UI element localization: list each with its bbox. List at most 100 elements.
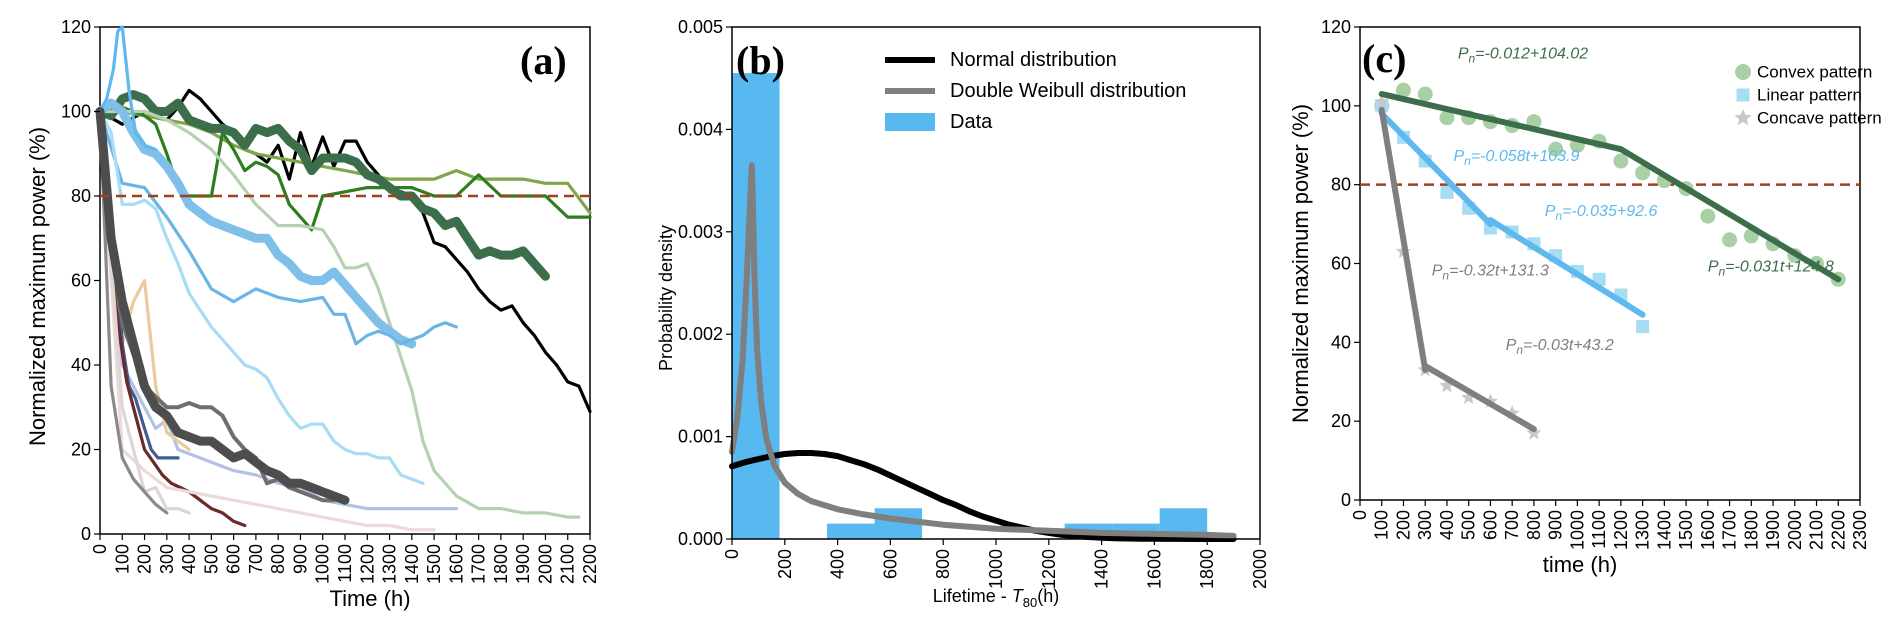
x-tick-label-a: 1700: [469, 544, 489, 584]
equation-text: =-0.012+104.02: [1475, 46, 1588, 63]
y-tick-label-c: 0: [1341, 490, 1351, 510]
fit-line-c-4: [1378, 106, 1429, 373]
x-axis-label-c: time (h): [1543, 552, 1618, 577]
x-tick-label-c: 300: [1415, 510, 1435, 540]
x-tick-label-a: 1100: [335, 544, 355, 583]
y-axis-label-a: Normalized maximum power (%): [25, 127, 50, 446]
x-axis-label-b-text: Lifetime -: [933, 586, 1012, 606]
x-tick-label-c: 2200: [1828, 510, 1848, 550]
y-tick-label-a: 100: [61, 102, 91, 122]
equation-subscript: n: [1555, 209, 1562, 223]
x-tick-label-c: 1100: [1589, 510, 1609, 549]
legend-label-c-1: Linear pattern: [1757, 86, 1862, 105]
equation-text: =-0.035+92.6: [1562, 203, 1657, 220]
legend-label-b-0: Normal distribution: [950, 49, 1117, 71]
data-point-concave: [1439, 377, 1455, 393]
x-tick-label-b: 600: [880, 549, 900, 579]
data-point-linear: [1636, 320, 1650, 334]
x-tick-label-b: 200: [775, 549, 795, 579]
x-tick-label-a: 800: [268, 544, 288, 574]
legend-c: Convex pattern Linear pattern Concave patt…: [1734, 63, 1882, 128]
y-tick-label-a: 120: [61, 17, 91, 37]
x-tick-label-a: 2200: [580, 544, 600, 584]
x-tick-label-c: 0: [1350, 510, 1370, 520]
series-line-a-0: [98, 88, 592, 414]
panel-label-b: (b): [736, 38, 785, 83]
y-tick-label-a: 40: [71, 355, 91, 375]
y-axis-label-b: Probability density: [656, 225, 676, 371]
panel-label-a: (a): [520, 38, 567, 83]
equation-text: =-0.03t+43.2: [1523, 337, 1614, 354]
series-line-a-3: [95, 90, 550, 281]
equation-label-c-1: Pn=-0.058t+103.9: [1453, 148, 1579, 168]
y-tick-label-c: 20: [1331, 411, 1351, 431]
x-tick-label-b: 800: [933, 549, 953, 579]
legend-marker-c-1: [1736, 88, 1750, 102]
x-axis-label-b: Lifetime - T80(h): [933, 586, 1060, 610]
y-tick-label-b: 0.001: [678, 427, 723, 447]
data-point-convex: [1395, 82, 1411, 98]
data-point-concave: [1374, 93, 1390, 109]
fit-line-c-0: [1378, 91, 1624, 153]
equation-symbol: P: [1545, 203, 1556, 220]
legend-marker-c-0: [1735, 64, 1751, 80]
x-tick-label-c: 1000: [1567, 510, 1587, 550]
equation-label-c-3: Pn=-0.031t+124.8: [1708, 258, 1834, 278]
data-point-convex: [1439, 110, 1455, 126]
x-tick-label-a: 1200: [357, 544, 377, 584]
legend-label-c-0: Convex pattern: [1757, 63, 1872, 82]
x-tick-label-a: 1400: [402, 544, 422, 584]
x-tick-label-b: 400: [828, 549, 848, 579]
panel-b: 0 200 400 600 800 1000 1200 1400 1600 1800 2000 0.0…: [656, 17, 1270, 610]
y-tick-label-c: 120: [1321, 17, 1351, 37]
x-tick-label-c: 500: [1459, 510, 1479, 540]
series-line-a-8: [98, 25, 158, 152]
series-line-a-4: [98, 109, 581, 519]
y-tick-label-b: 0.005: [678, 17, 723, 37]
plot-frame-b: [731, 26, 1261, 540]
series-line-a-6: [98, 109, 458, 346]
data-point-linear: [1440, 186, 1454, 200]
y-tick-label-a: 80: [71, 186, 91, 206]
equation-subscript: n: [1442, 268, 1449, 282]
x-axis-label-b-suffix: (h): [1037, 586, 1059, 606]
x-tick-label-a: 100: [112, 544, 132, 574]
legend-b: Normal distribution Double Weibull distri…: [885, 49, 1186, 133]
x-tick-label-c: 800: [1524, 510, 1544, 540]
y-tick-label-b: 0.002: [678, 324, 723, 344]
x-tick-label-b: 2000: [1250, 549, 1270, 589]
x-tick-label-c: 2000: [1785, 510, 1805, 550]
series-line-a-5: [95, 98, 417, 349]
data-point-convex: [1700, 208, 1716, 224]
x-tick-label-c: 1500: [1676, 510, 1696, 550]
fit-line-c-5: [1422, 363, 1537, 433]
y-tick-label-c: 60: [1331, 254, 1351, 274]
equation-symbol: P: [1432, 262, 1443, 279]
panel-a: 0 100 200 300 400 500 600 700 800 900 1000 1100 1200…: [25, 17, 600, 611]
y-tick-label-b: 0.000: [678, 529, 723, 549]
x-tick-label-c: 700: [1502, 510, 1522, 540]
x-tick-label-a: 1800: [491, 544, 511, 584]
x-axis-label-b-sub: 80: [1023, 595, 1037, 610]
x-tick-label-a: 1500: [424, 544, 444, 584]
equation-subscript: n: [1468, 52, 1475, 66]
equation-label-c-5: Pn=-0.03t+43.2: [1506, 337, 1614, 357]
x-tick-label-a: 200: [135, 544, 155, 574]
x-tick-label-a: 600: [224, 544, 244, 574]
data-point-convex: [1548, 141, 1564, 157]
y-axis-label-c: Normalized maximum power (%): [1288, 104, 1313, 423]
x-tick-label-b: 1400: [1092, 549, 1112, 589]
x-tick-label-b: 1800: [1197, 549, 1217, 589]
panel-label-c: (c): [1362, 36, 1406, 81]
equation-text: =-0.32t+131.3: [1449, 262, 1549, 279]
equation-subscript: n: [1464, 154, 1471, 168]
equation-symbol: P: [1506, 337, 1517, 354]
data-point-convex: [1417, 86, 1433, 102]
equation-subscript: n: [1718, 264, 1725, 278]
x-tick-label-c: 1800: [1741, 510, 1761, 550]
series-line-a-15: [98, 109, 169, 515]
x-tick-label-a: 2100: [558, 544, 578, 584]
equation-symbol: P: [1453, 148, 1464, 165]
data-point-convex: [1635, 165, 1651, 181]
